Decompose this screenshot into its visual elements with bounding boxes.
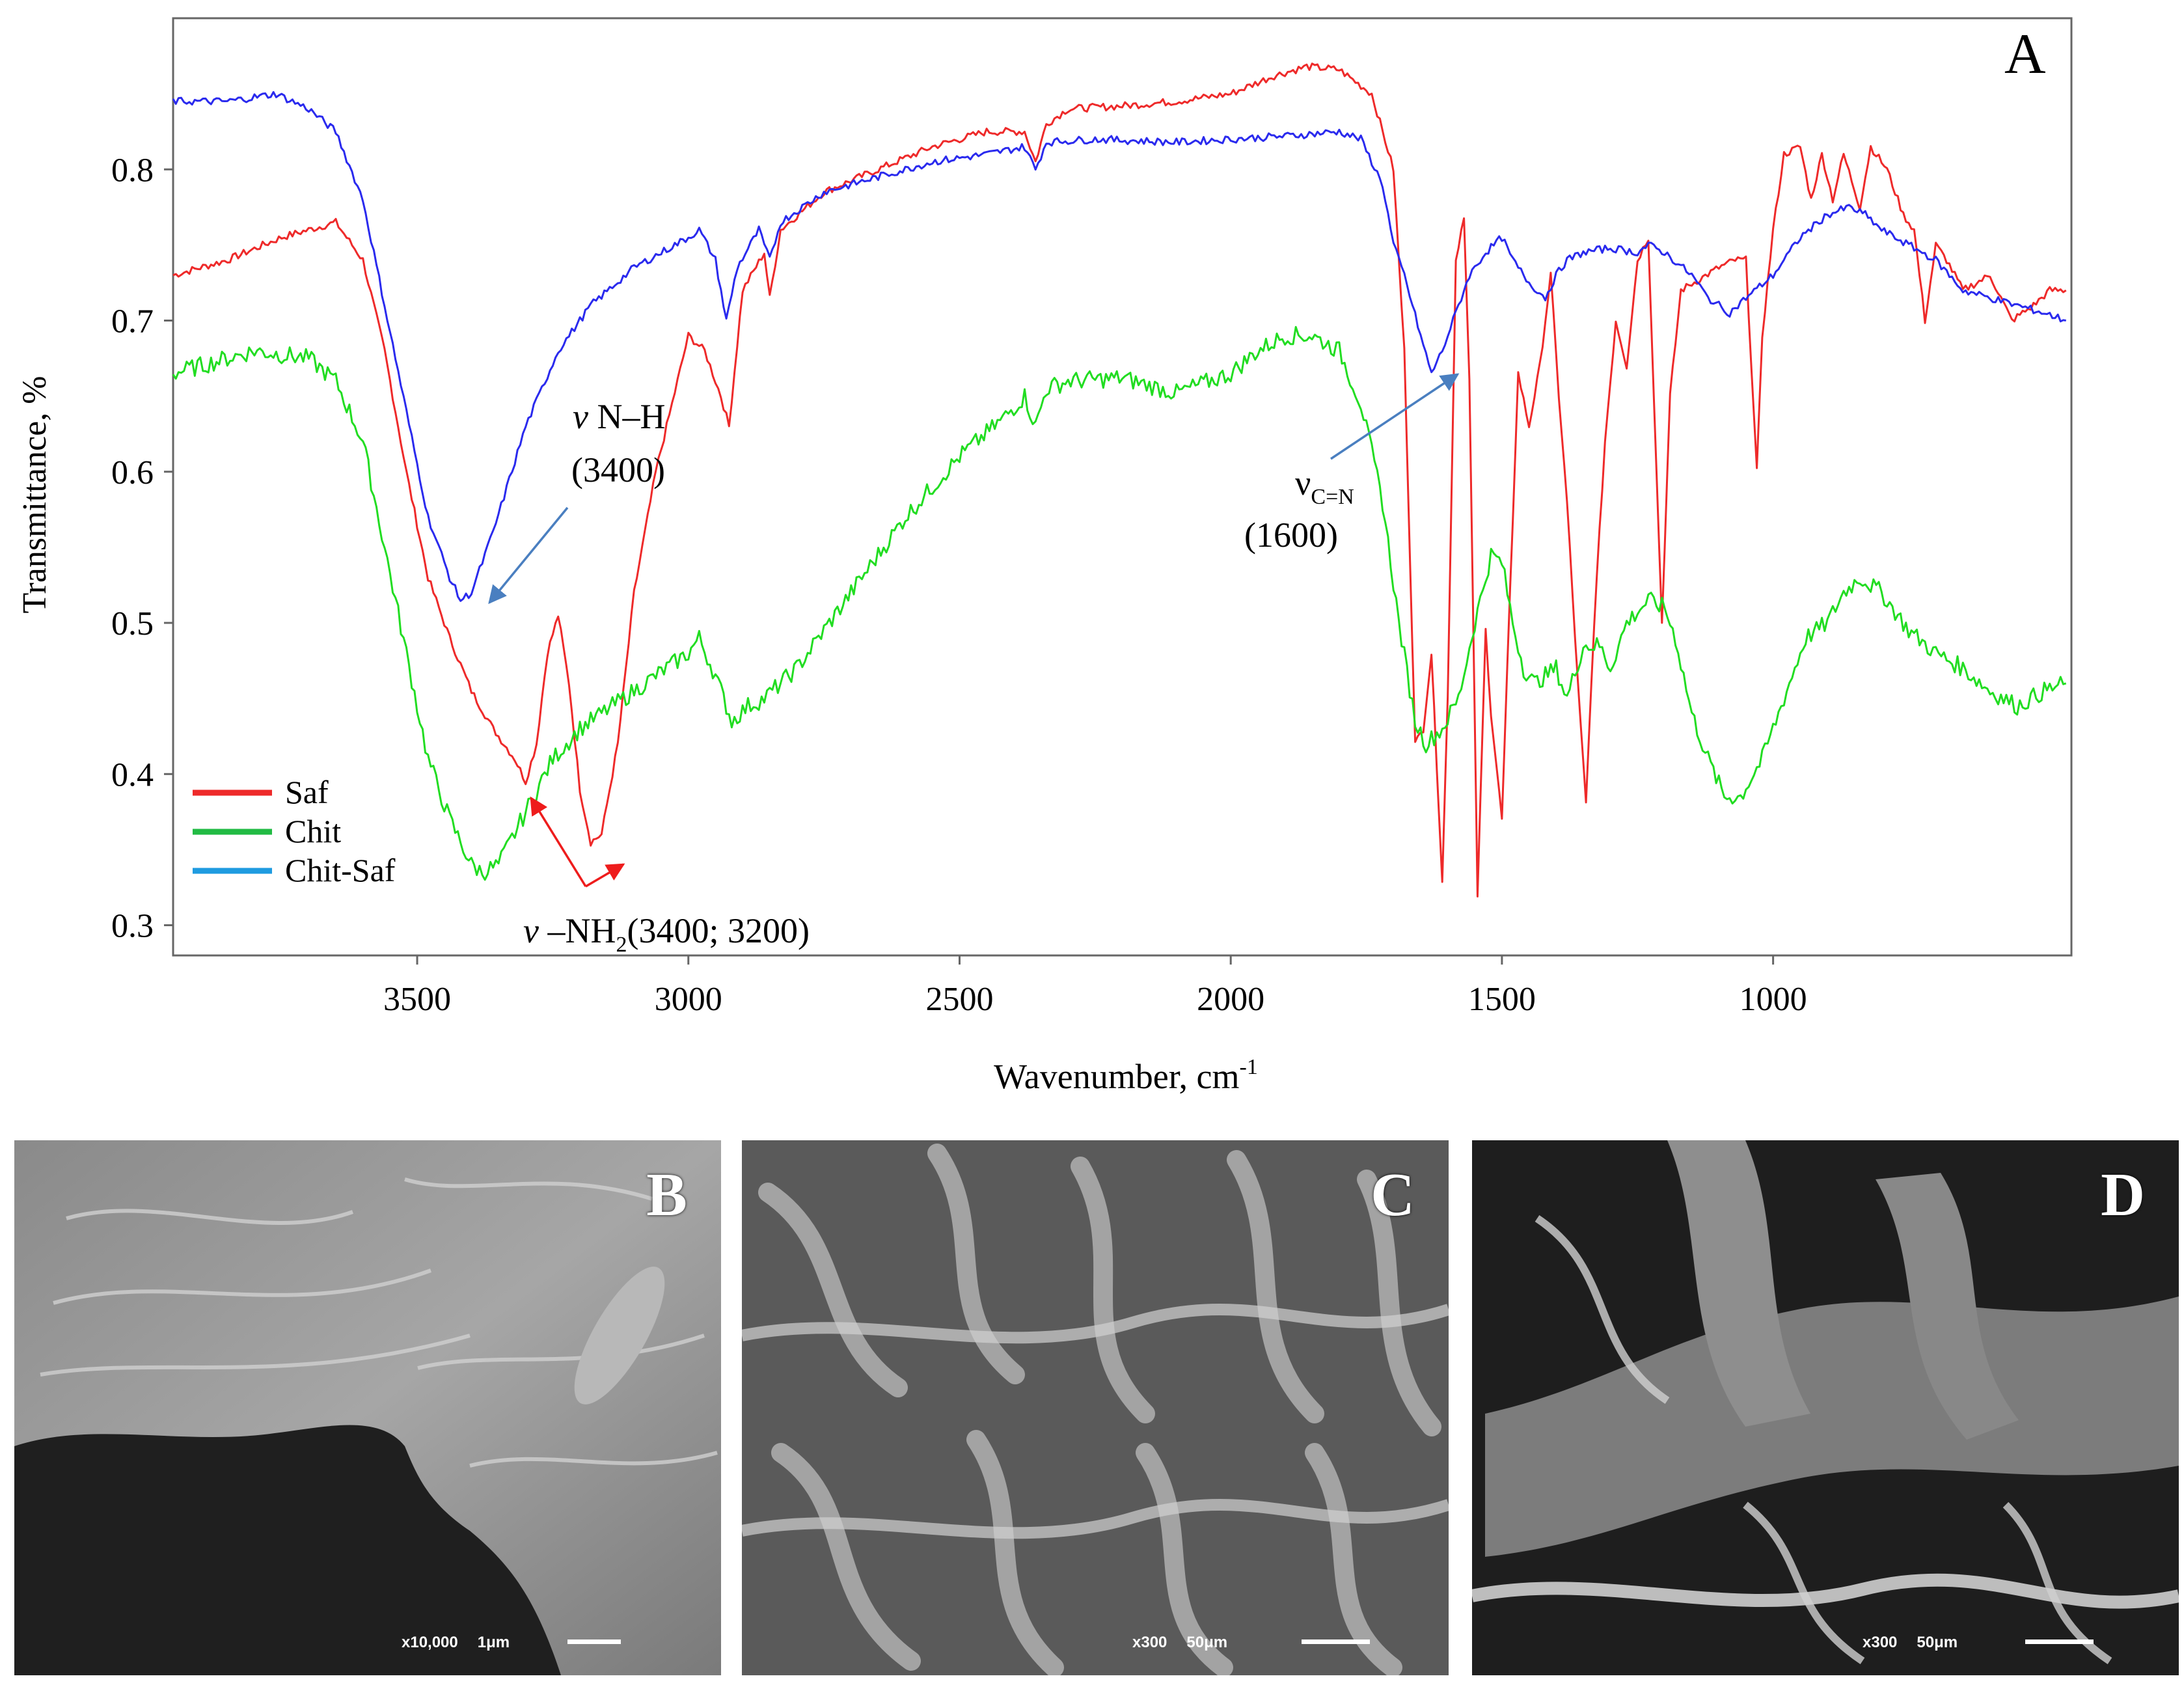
panel-letter-a: A	[2004, 23, 2046, 86]
y-tick-label: 0.3	[111, 908, 154, 945]
annotation-cn-label: νC=N	[1295, 463, 1354, 509]
scale-bar-c	[1302, 1639, 1370, 1644]
magnification-d: x300	[1863, 1634, 1898, 1651]
x-tick-label: 3000	[655, 981, 722, 1018]
x-tick-label: 1000	[1740, 981, 1807, 1018]
scale-bar-b	[567, 1639, 621, 1644]
y-axis-label: Transmittance, %	[16, 376, 53, 614]
annotation-nh2-label: v –NH2(3400; 3200)	[523, 911, 810, 957]
x-tick-label: 3500	[383, 981, 451, 1018]
scale-info-d: x300 50μm	[1863, 1634, 1977, 1652]
ftir-chart: 0.3 0.4 0.5 0.6 0.7 0.8 3500 3000 2500 2000 1500 1…	[16, 17, 2073, 1096]
magnification-b: x10,000	[402, 1634, 458, 1651]
sem-image-b	[14, 1140, 721, 1675]
annotation-nh-arrow	[488, 506, 569, 605]
y-tick-label: 0.6	[111, 454, 154, 491]
scale-info-b: x10,000 1μm	[402, 1634, 529, 1652]
x-tick-label: 1500	[1468, 981, 1536, 1018]
x-axis: 3500 3000 2500 2000 1500 1000	[383, 955, 1807, 1018]
y-tick-label: 0.7	[111, 303, 154, 340]
panel-letter-b: B	[646, 1161, 687, 1229]
magnification-c: x300	[1132, 1634, 1167, 1651]
panel-letter-d: D	[2101, 1161, 2145, 1229]
y-tick-label: 0.8	[111, 152, 154, 189]
x-axis-label: Wavenumber, cm-1	[994, 1055, 1258, 1096]
series-line-saf	[172, 62, 2067, 898]
annotation-cn-arrow	[1330, 373, 1460, 460]
sem-image-d	[1472, 1140, 2179, 1675]
panel-letter-c: C	[1371, 1161, 1415, 1229]
series-line-chit	[172, 325, 2067, 881]
series-lines	[172, 62, 2067, 898]
series-line-chit-saf	[172, 90, 2066, 602]
legend-label-chit: Chit	[285, 813, 341, 849]
annotation-nh2-arrow-left	[530, 796, 587, 887]
y-tick-label: 0.4	[111, 756, 154, 793]
annotation-nh-label: v N–H	[573, 397, 665, 436]
annotation-nh-value: (3400)	[571, 450, 665, 489]
sem-image-c	[742, 1140, 1449, 1675]
sem-panel-b: B x10,000 1μm	[14, 1140, 721, 1675]
annotation-nh: v N–H (3400)	[488, 397, 665, 605]
legend-label-saf: Saf	[285, 774, 329, 810]
annotation-cn-value: (1600)	[1244, 515, 1338, 555]
sem-panel-d: D x300 50μm	[1472, 1140, 2179, 1675]
y-axis: 0.3 0.4 0.5 0.6 0.7 0.8	[111, 152, 173, 945]
x-tick-label: 2500	[925, 981, 993, 1018]
annotation-cn: νC=N (1600)	[1244, 373, 1460, 555]
scale-label-d: 50μm	[1917, 1634, 1958, 1651]
legend-label-chit-saf: Chit-Saf	[285, 852, 396, 888]
scale-bar-d	[2025, 1639, 2094, 1644]
scale-info-c: x300 50μm	[1132, 1634, 1247, 1652]
legend: Saf Chit Chit-Saf	[193, 774, 396, 888]
scale-label-c: 50μm	[1186, 1634, 1228, 1651]
plot-frame	[172, 17, 2073, 957]
annotation-nh2: v –NH2(3400; 3200)	[523, 796, 810, 957]
y-tick-label: 0.5	[111, 605, 154, 642]
annotation-nh2-arrow-right	[585, 863, 625, 888]
sem-panel-c: C x300 50μm	[742, 1140, 1449, 1675]
scale-label-b: 1μm	[477, 1634, 510, 1651]
x-tick-label: 2000	[1197, 981, 1264, 1018]
